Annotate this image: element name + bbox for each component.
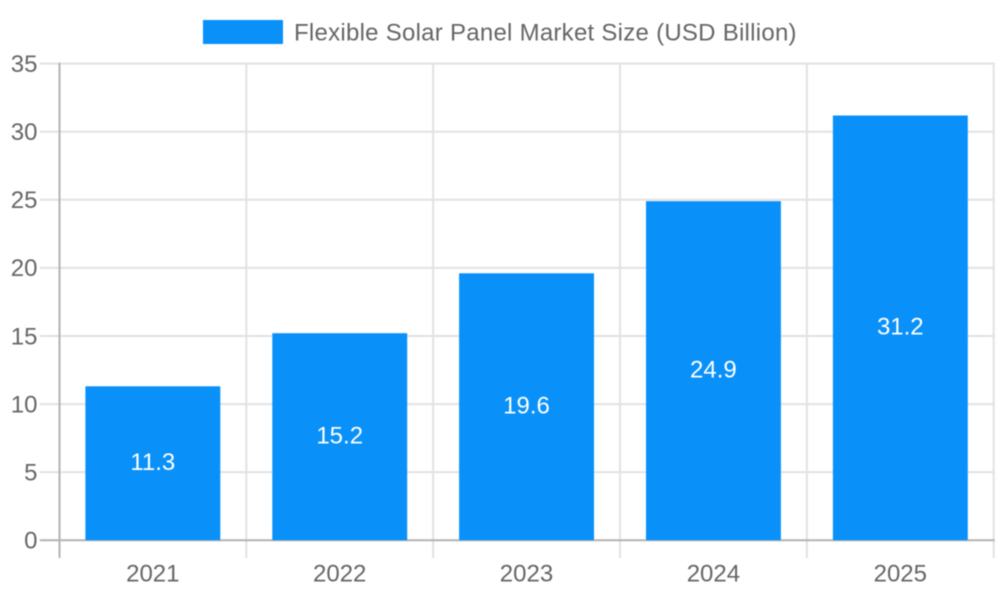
svg-text:19.6: 19.6 bbox=[503, 393, 550, 420]
svg-text:30: 30 bbox=[11, 119, 38, 146]
svg-text:31.2: 31.2 bbox=[877, 314, 924, 341]
svg-text:10: 10 bbox=[11, 391, 38, 418]
svg-text:25: 25 bbox=[11, 187, 38, 214]
svg-text:Flexible Solar Panel Market Si: Flexible Solar Panel Market Size (USD Bi… bbox=[294, 20, 797, 47]
svg-text:2024: 2024 bbox=[687, 561, 740, 588]
svg-text:20: 20 bbox=[11, 255, 38, 282]
svg-text:0: 0 bbox=[24, 528, 37, 555]
svg-text:2025: 2025 bbox=[874, 561, 927, 588]
svg-text:24.9: 24.9 bbox=[690, 357, 737, 384]
svg-text:35: 35 bbox=[11, 51, 38, 78]
svg-text:15: 15 bbox=[11, 323, 38, 350]
svg-text:2023: 2023 bbox=[500, 561, 553, 588]
svg-text:11.3: 11.3 bbox=[130, 449, 175, 476]
svg-text:5: 5 bbox=[24, 459, 37, 486]
svg-text:15.2: 15.2 bbox=[316, 423, 363, 450]
svg-text:2022: 2022 bbox=[313, 561, 366, 588]
svg-text:2021: 2021 bbox=[126, 561, 179, 588]
